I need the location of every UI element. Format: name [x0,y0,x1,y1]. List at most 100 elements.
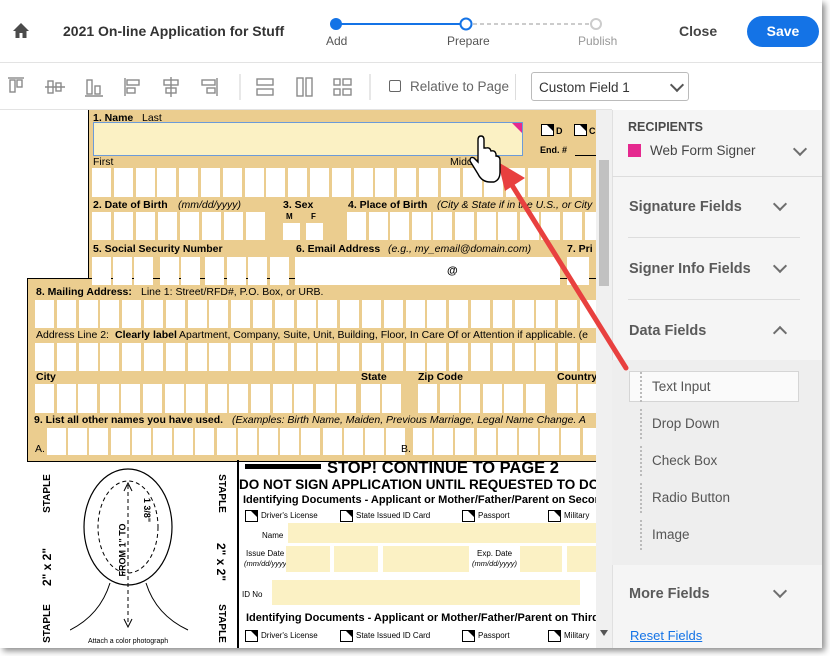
scroll-arrow[interactable] [600,630,608,636]
input-cell [165,300,185,328]
input-cell [504,384,524,413]
input-cell [563,212,582,240]
input-cell [419,168,438,197]
input-cell [440,168,460,197]
scroll-thumb[interactable] [599,160,609,286]
input-cell [580,343,596,371]
scrollbar[interactable] [596,110,612,648]
input-cell [158,212,177,240]
input-cell [216,428,236,455]
input-cell [144,343,163,371]
input-cell [135,168,155,197]
input-cell [296,343,316,371]
input-cell [331,168,351,197]
form-label: Clearly label [115,329,177,341]
form-field[interactable] [286,546,330,572]
input-cell [383,300,403,328]
section-header[interactable]: Data Fields [629,323,707,339]
input-cell [231,343,251,371]
section-header[interactable]: Signer Info Fields [629,261,751,277]
step-label[interactable]: Add [326,34,348,48]
input-cell [362,300,381,328]
doc-label: Issue Date [246,549,285,558]
field-item[interactable]: Check Box [640,446,798,476]
input-cell [237,428,257,455]
save-button[interactable]: Save [747,16,819,47]
input-cell [497,428,517,455]
field-item-hover [629,371,799,402]
form-field[interactable] [272,580,580,605]
input-cell [136,212,155,240]
sex-box [283,223,300,240]
doc-type: Passport [478,631,510,640]
input-cell [113,168,133,197]
doc-type: State Issued ID Card [356,631,431,640]
input-cell [113,257,132,285]
doc-subheading: Identifying Documents - Applicant or Mot… [246,612,596,624]
input-cell [455,428,475,455]
dropdown-value: Custom Field 1 [539,80,630,95]
form-field[interactable] [288,523,596,543]
field-item[interactable]: Image [640,520,798,550]
form-label: Apartment, Company, Suite, Unit, Buildin… [179,329,588,341]
selected-text-field[interactable] [93,122,523,156]
input-cell [580,300,596,328]
form-field[interactable] [567,546,596,572]
input-cell [207,384,227,413]
form-field[interactable] [383,546,469,572]
input-cell [365,428,384,455]
section-header[interactable]: Signature Fields [629,199,742,215]
input-cell [253,343,272,371]
align-toolbar[interactable] [0,70,380,104]
photo-note: Attach a color photograph [88,638,169,645]
input-cell [100,300,120,328]
input-cell [413,428,432,455]
checkbox-label[interactable]: Relative to Page [410,79,510,94]
input-cell [383,343,403,371]
step-label[interactable]: Publish [578,34,618,48]
field-item[interactable]: Drop Down [640,409,798,439]
input-cell [160,257,179,285]
form-field[interactable] [334,546,378,572]
input-cell [35,343,54,371]
input-cell [471,300,490,328]
rule [245,464,321,469]
input-cell [584,212,596,240]
step-label[interactable]: Prepare [447,34,490,48]
close-button[interactable]: Close [679,23,718,39]
input-cell [571,168,591,197]
doc-type: State Issued ID Card [356,511,431,520]
checkbox [541,124,554,136]
input-cell [514,300,534,328]
input-cell [476,212,496,240]
input-cell [340,300,360,328]
input-cell [201,168,220,197]
photo-guide [70,468,189,631]
input-cell [528,168,547,197]
input-cell [318,300,338,328]
section-header[interactable]: More Fields [629,586,710,602]
input-cell [455,212,474,240]
input-cell [187,300,207,328]
field-name-dropdown[interactable]: Custom Field 1 [531,72,689,101]
input-cell [266,168,286,197]
field-item[interactable]: Text Input [640,372,798,402]
input-cell [540,428,560,455]
form-field[interactable] [520,546,562,572]
input-cell [209,343,229,371]
input-cell [165,343,185,371]
doc-checkbox [462,510,475,522]
home-button[interactable] [12,22,30,39]
input-cell [411,212,431,240]
reset-link[interactable]: Reset Fields [630,628,703,643]
input-cell [47,428,66,455]
checkbox[interactable] [389,80,401,92]
input-cell [322,428,342,455]
app-window: 2021 On-line Application for Stuff Add P… [0,16,822,648]
recipient-select[interactable]: Web Form Signer [650,143,756,158]
photo-range: FROM 1" TO [117,523,128,577]
input-cell [536,343,556,371]
doc-label: ID No [242,590,263,599]
field-item[interactable]: Radio Button [640,483,798,513]
divider [628,299,800,300]
